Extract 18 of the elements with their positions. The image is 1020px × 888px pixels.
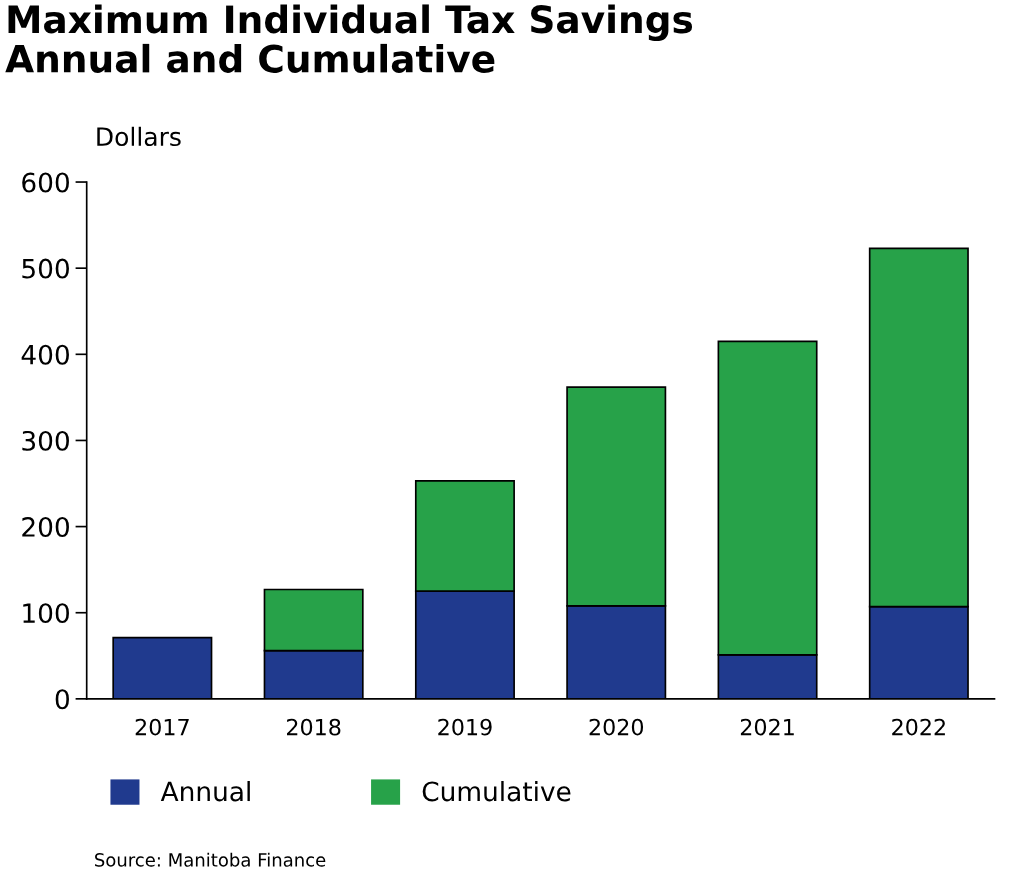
x-tick-label: 2022	[892, 718, 945, 736]
y-tick-label: 500	[22, 258, 69, 279]
x-tick-label: 2020	[589, 718, 644, 736]
x-tick-label: 2019	[438, 718, 492, 736]
x-tick-label: 2018	[287, 718, 341, 736]
y-tick-label: 300	[22, 430, 69, 451]
x-tick-label: 2021	[740, 718, 794, 736]
y-tick-label: 400	[21, 344, 69, 365]
y-tick-label: 0	[55, 689, 69, 710]
legend-label: Annual	[160, 780, 250, 802]
y-tick-label: 100	[23, 603, 69, 624]
x-tick-label: 2017	[135, 718, 189, 736]
y-axis-title: Dollars	[97, 126, 181, 147]
y-tick-label: 600	[22, 172, 69, 193]
chart-title: Maximum Individual Tax Savings Annual and Cumulative	[5, 4, 693, 73]
y-tick-label: 200	[22, 517, 69, 537]
legend-label: Cumulative	[422, 780, 571, 802]
source-note: Source: Manitoba Finance	[95, 852, 326, 867]
